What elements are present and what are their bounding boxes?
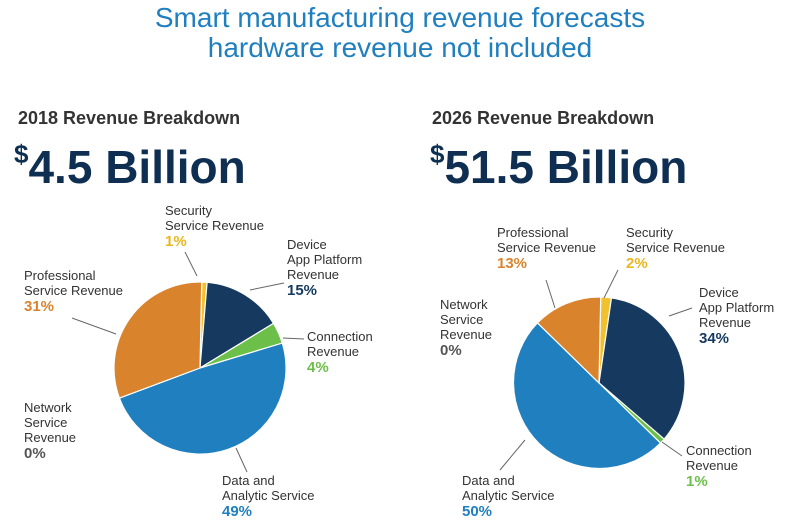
slice-label-line: Data and [462, 473, 515, 488]
pie-slice-professional [113, 281, 203, 399]
leader-line-professional [545, 279, 556, 309]
slice-label-line: Revenue [699, 315, 752, 330]
pie-slice-data [512, 322, 662, 470]
slice-label-line: Service Revenue [497, 240, 596, 255]
slice-percent-professional: 31% [24, 298, 55, 315]
slice-label-line: Professional [24, 268, 96, 283]
slice-label-line: Connection [307, 329, 373, 344]
leader-line-security [184, 251, 198, 277]
slice-label-connection: Connection Revenue 4% [307, 329, 373, 376]
slice-label-line: Device [699, 285, 739, 300]
slice-label-line: App Platform [287, 252, 363, 267]
total-value: 4.5 Billion [28, 141, 246, 193]
total-revenue: $51.5 Billion [430, 126, 687, 195]
slice-label-security: Security Service Revenue 1% [165, 203, 264, 250]
slice-label-connection: Connection Revenue 1% [686, 443, 752, 490]
slice-percent-data: 49% [222, 503, 253, 520]
pie-panel-2018: 2018 Revenue Breakdown $4.5 Billion Secu… [14, 108, 373, 520]
leader-line-connection [282, 337, 305, 340]
slice-label-line: Security [626, 225, 673, 240]
slice-percent-professional: 13% [497, 255, 528, 272]
pie-panel-2026: 2026 Revenue Breakdown $51.5 Billion Sec… [400, 0, 800, 525]
slice-label-line: Analytic Service [222, 488, 315, 503]
chart-title-line2: hardware revenue not included [207, 32, 593, 63]
slice-label-network: Network Service Revenue 0% [440, 297, 492, 359]
leader-line-device [668, 307, 693, 317]
slice-label-line: Service Revenue [24, 283, 123, 298]
pie-slice-data [118, 342, 287, 455]
slice-label-line: Device [287, 237, 327, 252]
leader-line-connection [661, 441, 683, 457]
slice-percent-security: 2% [626, 255, 648, 272]
currency-symbol: $ [14, 139, 29, 169]
slice-label-professional: Professional Service Revenue 31% [24, 268, 123, 315]
slice-label-line: Professional [497, 225, 569, 240]
slice-percent-device: 34% [699, 330, 730, 347]
slice-label-line: Service [24, 415, 68, 430]
currency-symbol: $ [430, 139, 445, 169]
slice-label-professional: Professional Service Revenue 13% [497, 225, 596, 272]
slice-label-device: Device App Platform Revenue 15% [287, 237, 362, 299]
slice-label-line: Network [24, 400, 72, 415]
slice-label-line: App Platform [699, 300, 775, 315]
leader-line-data [235, 447, 248, 473]
slice-percent-network: 0% [24, 445, 46, 462]
slice-percent-connection: 1% [686, 473, 708, 490]
pie-chart-2018 [71, 251, 305, 473]
slice-label-line: Network [440, 297, 488, 312]
slice-label-line: Data and [222, 473, 275, 488]
pie-chart-2026 [499, 269, 693, 471]
slice-label-line: Revenue [307, 344, 360, 359]
leader-line-device [249, 282, 285, 291]
slice-percent-security: 1% [165, 233, 187, 250]
pie-slice-device [199, 281, 275, 370]
pie-title: 2018 Revenue Breakdown [18, 108, 241, 128]
slice-label-device: Device App Platform Revenue 34% [699, 285, 774, 347]
total-value: 51.5 Billion [444, 141, 688, 193]
slice-label-line: Service Revenue [626, 240, 725, 255]
leader-line-professional [71, 317, 117, 335]
slice-label-line: Service [440, 312, 484, 327]
pie-slice-device [598, 297, 686, 440]
slice-percent-data: 50% [462, 503, 493, 520]
slice-label-line: Analytic Service [462, 488, 555, 503]
slice-label-line: Service Revenue [165, 218, 264, 233]
slice-label-line: Revenue [686, 458, 739, 473]
slice-label-line: Connection [686, 443, 752, 458]
leader-line-data [499, 439, 526, 471]
slice-label-network: Network Service Revenue 0% [24, 400, 76, 462]
total-revenue: $4.5 Billion [14, 126, 246, 195]
slice-label-line: Revenue [287, 267, 340, 282]
slice-label-data: Data and Analytic Service 50% [462, 473, 554, 520]
chart-title-line1: Smart manufacturing revenue forecasts [154, 2, 646, 33]
slice-percent-network: 0% [440, 342, 462, 359]
slice-label-line: Revenue [440, 327, 493, 342]
slice-percent-connection: 4% [307, 359, 329, 376]
slice-label-data: Data and Analytic Service 49% [222, 473, 314, 520]
leader-line-security [603, 269, 619, 299]
slice-label-line: Revenue [24, 430, 77, 445]
pie-title: 2026 Revenue Breakdown [432, 108, 655, 128]
slice-label-line: Security [165, 203, 212, 218]
slice-label-security: Security Service Revenue 2% [626, 225, 725, 272]
slice-percent-device: 15% [287, 282, 318, 299]
pie-slice-professional [536, 296, 602, 385]
